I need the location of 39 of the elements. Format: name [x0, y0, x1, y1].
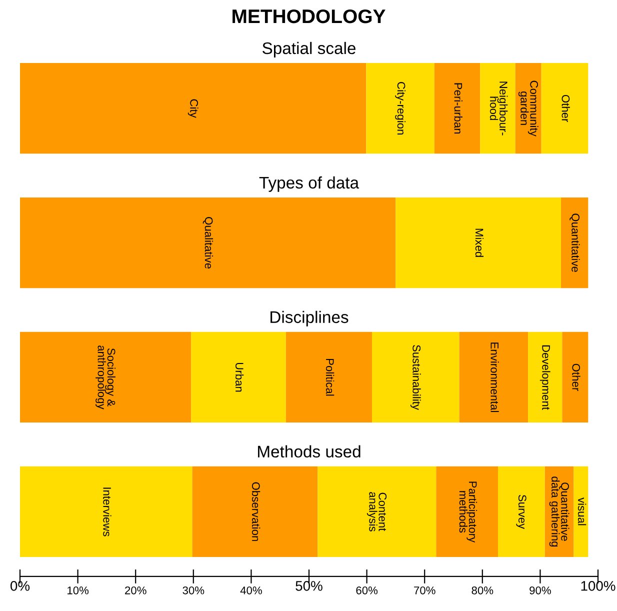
series-label: Peri-urban [454, 83, 462, 134]
series-label: Sociology & anthropology [96, 346, 116, 410]
series-label: Interviews [103, 488, 112, 536]
series-label: Urban [236, 362, 244, 392]
series-label: Environmental [490, 342, 499, 412]
x-tick-label: 40% [240, 586, 262, 594]
series-label: Neighbour- hood [490, 82, 508, 136]
x-tick-label: 50% [296, 580, 322, 591]
x-tick-label: 70% [414, 586, 436, 594]
series-label: visual [578, 498, 586, 526]
series-label: City-region [395, 82, 406, 134]
series-label: Political [326, 358, 334, 396]
annotation: Disciplines [270, 310, 348, 326]
series-label: Other [562, 94, 570, 122]
x-tick-label: 10% [68, 586, 89, 594]
series-label: Qualitative [202, 217, 214, 269]
series-label: Community garden [518, 80, 538, 136]
series-label: Other [572, 364, 580, 391]
series-label: Content analysis [366, 492, 387, 532]
x-tick-label: 80% [472, 586, 494, 594]
annotation: Methods used [258, 445, 360, 458]
series-label: Mixed [475, 228, 484, 257]
series-label: Participatory methods [459, 482, 478, 543]
annotation: Types of data [259, 176, 360, 192]
chart-title: METHODOLOGY [232, 9, 386, 24]
series-label: Observation [252, 482, 260, 541]
x-tick-label: 60% [356, 586, 378, 594]
series-label: Quantitative data gathering [549, 476, 570, 546]
x-tick-label: 20% [125, 586, 146, 594]
series-label: Quantitative [570, 214, 580, 272]
annotation: Spatial scale [262, 42, 356, 58]
series-label: Survey [516, 494, 526, 529]
x-tick-label: 100% [581, 580, 616, 591]
x-tick-label: 0% [10, 580, 30, 591]
series-label: Development [540, 345, 550, 410]
x-tick-label: 30% [182, 586, 204, 594]
series-label: Sustainability [410, 345, 421, 410]
series-label: City [188, 99, 198, 118]
x-tick-label: 90% [530, 586, 551, 594]
